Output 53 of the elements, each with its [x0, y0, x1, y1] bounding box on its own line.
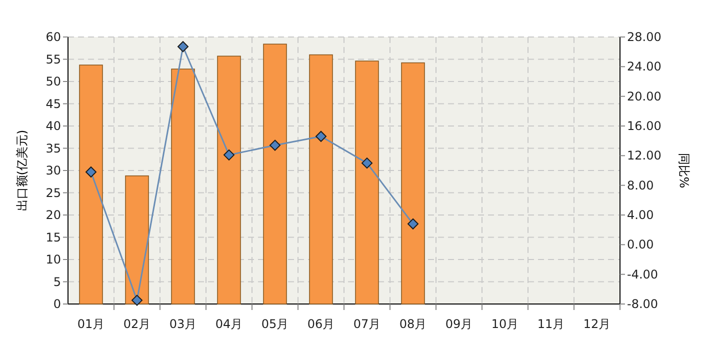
y2-tick-label: 20.00 [627, 89, 662, 104]
point [270, 140, 280, 151]
bar [401, 62, 425, 304]
bar [309, 54, 333, 304]
y-tick-label: 55 [46, 52, 61, 66]
y-tick-label: 60 [46, 30, 61, 44]
y2-tick-label: 28.00 [627, 30, 662, 44]
y2-tick-label: 8.00 [627, 178, 654, 192]
point [86, 166, 96, 178]
x-tick-label: 07月 [353, 317, 381, 331]
y2-axis-title: 同比% [677, 152, 691, 188]
x-tick-label: 10月 [491, 317, 519, 331]
point [316, 130, 326, 142]
y-axis-title: 出口额(亿美元) [15, 130, 29, 212]
y-tick-label: 25 [46, 186, 61, 200]
bar [125, 175, 149, 304]
y2-tick-label: 4.00 [627, 208, 654, 222]
y-tick-label: 50 [46, 74, 61, 88]
bar [171, 68, 195, 304]
bar [79, 64, 103, 304]
y2-tick-label: 12.00 [627, 148, 662, 163]
bar [263, 44, 287, 304]
point [224, 149, 234, 160]
y-tick-label: 30 [46, 164, 61, 178]
bar [355, 60, 379, 304]
point [132, 294, 142, 306]
y-tick-label: 45 [46, 96, 61, 111]
y-tick-label: 35 [46, 141, 61, 156]
point [178, 41, 188, 52]
x-tick-label: 08月 [399, 317, 427, 331]
point [408, 218, 418, 230]
y2-tick-label: -8.00 [627, 297, 658, 311]
point [362, 158, 372, 169]
y2-tick-label: -4.00 [627, 267, 658, 282]
y-tick-label: 5 [53, 274, 61, 289]
x-tick-label: 11月 [537, 317, 565, 331]
x-tick-label: 03月 [169, 317, 197, 331]
y2-tick-label: 16.00 [627, 119, 662, 133]
x-tick-label: 09月 [445, 317, 473, 331]
x-tick-label: 01月 [77, 317, 105, 331]
y2-tick-label: 24.00 [627, 60, 662, 74]
y-tick-label: 15 [46, 230, 61, 244]
x-tick-label: 05月 [261, 317, 289, 331]
x-tick-label: 12月 [583, 317, 611, 331]
bar [217, 56, 241, 304]
y2-tick-label: 0.00 [627, 238, 654, 252]
y-tick-label: 0 [53, 297, 61, 311]
x-tick-label: 02月 [123, 317, 151, 331]
y-tick-label: 10 [46, 252, 61, 266]
y-tick-label: 20 [46, 208, 61, 222]
x-tick-label: 06月 [307, 317, 335, 331]
y-tick-label: 40 [46, 119, 61, 133]
x-tick-label: 04月 [215, 317, 243, 331]
